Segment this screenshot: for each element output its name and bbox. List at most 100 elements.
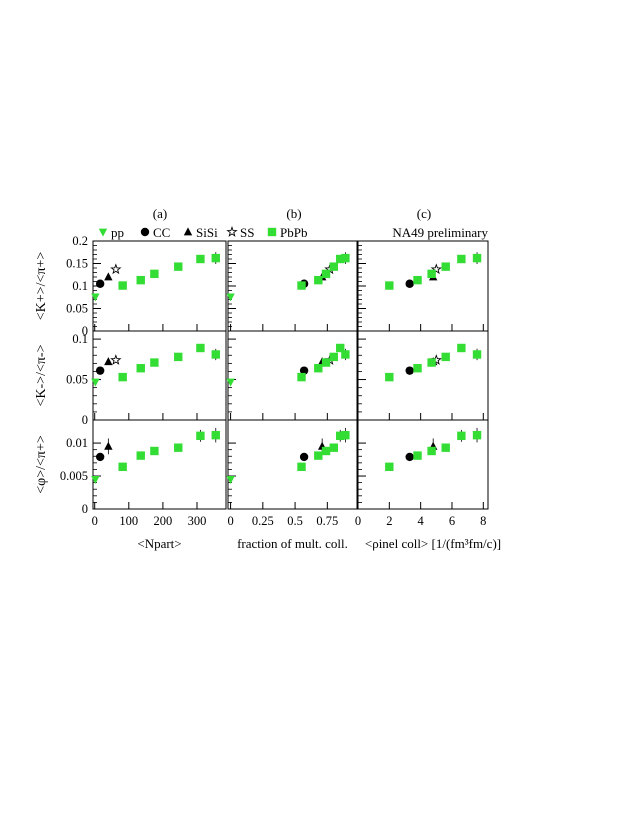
panel-frame-r0-c1 — [227, 240, 358, 332]
point-sisi — [104, 272, 113, 281]
point-cc — [299, 366, 309, 375]
point-cc — [95, 279, 105, 288]
point-pbpb — [329, 262, 338, 271]
point-pbpb — [427, 358, 436, 367]
point-sisi — [104, 357, 113, 366]
point-pbpb — [118, 281, 127, 290]
point-pbpb — [314, 364, 323, 373]
point-pbpb — [118, 372, 127, 382]
point-pbpb — [472, 350, 482, 359]
point-pbpb — [136, 364, 145, 373]
x-tick-label: 100 — [119, 514, 138, 528]
point-pbpb — [457, 343, 466, 353]
y-tick-label: 0 — [82, 324, 88, 338]
point-pbpb — [196, 254, 205, 264]
point-pbpb — [211, 253, 220, 263]
panel-frame-r1-c0 — [92, 330, 227, 421]
point-pbpb — [314, 451, 323, 460]
point-pbpb — [336, 343, 345, 353]
panel-label-b: (b) — [286, 206, 301, 221]
point-pbpb — [472, 430, 482, 440]
point-pp — [226, 293, 235, 302]
point-pbpb — [441, 352, 450, 362]
y-tick-label: 0.2 — [72, 234, 88, 248]
x-tick-label: 300 — [188, 514, 207, 528]
point-pbpb — [136, 275, 145, 285]
y-tick-label: 0.15 — [66, 257, 88, 271]
y-tick-label: 0.005 — [60, 469, 88, 483]
legend-marker-cc — [140, 227, 150, 237]
point-pbpb — [385, 372, 394, 382]
legend-marker-pp — [98, 228, 108, 237]
point-pbpb — [297, 372, 306, 382]
y-tick-label: 0 — [82, 502, 88, 516]
panel-frame-r2-c0 — [92, 419, 227, 510]
point-pbpb — [136, 451, 145, 460]
legend-label-pbpb: PbPb — [280, 225, 307, 240]
point-pbpb — [457, 431, 466, 441]
point-pp — [226, 475, 235, 484]
x-tick-label: 0.5 — [287, 514, 303, 528]
panel-frame-r2-c2 — [357, 419, 489, 510]
annotation-na49: NA49 preliminary — [392, 225, 488, 240]
legend-label-cc: CC — [153, 225, 170, 240]
point-pbpb — [297, 462, 306, 472]
x-tick-label: 8 — [480, 514, 486, 528]
x-tick-label: 6 — [449, 514, 455, 528]
panel-frame-r2-c1 — [227, 419, 358, 510]
point-pbpb — [321, 269, 331, 279]
y-axis-label-row1: <K->/<π-> — [34, 344, 49, 406]
y-tick-label: 0 — [82, 413, 88, 427]
point-pbpb — [118, 462, 127, 472]
legend-label-sisi: SiSi — [196, 225, 218, 240]
x-tick-label: 0 — [355, 514, 361, 528]
point-pbpb — [457, 254, 466, 264]
point-pbpb — [329, 443, 338, 452]
point-pbpb — [297, 281, 306, 290]
panel-frames — [92, 240, 489, 510]
y-axis-labels: <K+>/<π+> <K->/<π-> <φ>/<π+> — [34, 252, 49, 494]
point-pbpb — [427, 269, 436, 279]
point-pbpb — [341, 253, 350, 263]
point-pbpb — [385, 462, 394, 472]
point-pp — [91, 293, 100, 302]
point-pbpb — [441, 443, 450, 452]
point-cc — [405, 452, 414, 462]
point-pp — [91, 475, 100, 484]
point-sisi — [104, 441, 113, 450]
point-pbpb — [329, 352, 338, 362]
point-pp — [91, 378, 100, 387]
point-pbpb — [427, 446, 436, 456]
point-pbpb — [321, 446, 331, 456]
point-pbpb — [321, 358, 331, 367]
x-axis-labels: <Npart> fraction of mult. coll. <ρinel col… — [137, 536, 501, 551]
point-pbpb — [314, 275, 323, 285]
panel-frame-r0-c0 — [92, 240, 227, 332]
y-axis-label-row2: <φ>/<π+> — [34, 435, 49, 494]
x-tick-label: 4 — [418, 514, 425, 528]
x-axis-label-col2: <ρinel coll> [1/(fm³fm/c)] — [365, 536, 501, 551]
point-pbpb — [341, 430, 350, 440]
x-tick-label: 0.75 — [316, 514, 338, 528]
legend-label-ss: SS — [240, 225, 254, 240]
data-points — [91, 252, 482, 484]
point-pbpb — [211, 430, 220, 440]
point-pbpb — [413, 451, 422, 460]
point-pbpb — [196, 431, 205, 441]
point-pbpb — [336, 431, 345, 441]
point-ss — [430, 263, 442, 275]
legend: pp CC SiSi SS PbPb — [98, 225, 307, 240]
point-pbpb — [336, 254, 345, 264]
x-tick-label: 2 — [386, 514, 392, 528]
panel-frame-r0-c2 — [357, 240, 489, 332]
point-cc — [95, 452, 105, 462]
x-tick-label: 200 — [154, 514, 173, 528]
legend-marker-pbpb — [267, 227, 277, 237]
x-axis-label-col1: fraction of mult. coll. — [237, 536, 348, 551]
point-pp — [226, 378, 235, 387]
point-pbpb — [174, 262, 183, 271]
x-axis-label-col0: <Npart> — [137, 536, 181, 551]
point-ss — [110, 354, 122, 365]
